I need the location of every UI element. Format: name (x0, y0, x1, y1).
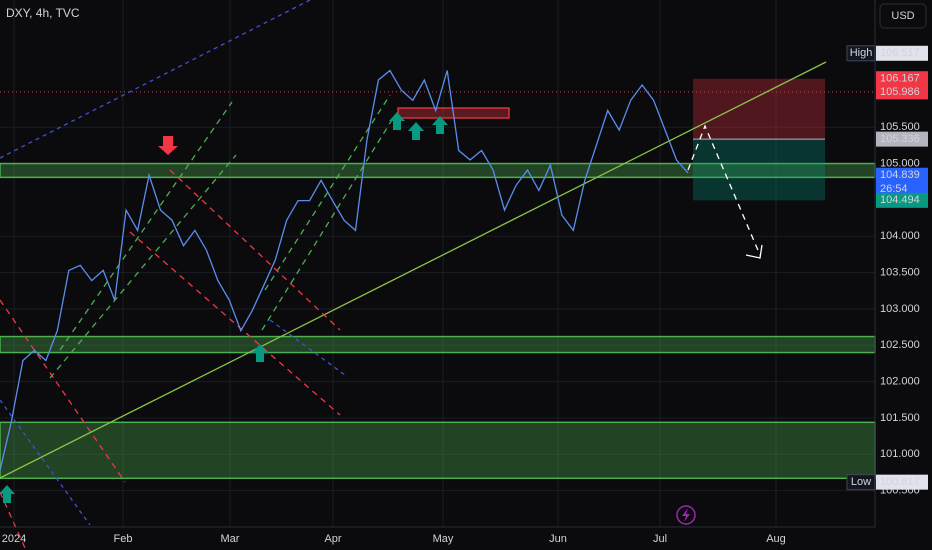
buy-arrow (408, 122, 424, 140)
position-box (0, 78, 875, 201)
y-tick-label: 105.000 (880, 157, 920, 169)
y-tick-label: 102.000 (880, 376, 920, 388)
event-icon[interactable] (676, 505, 696, 525)
buy-arrow (252, 344, 268, 362)
badge-name-box (846, 45, 876, 62)
x-tick-label: Mar (221, 533, 240, 545)
badge-countdown: 26:54 (880, 183, 908, 195)
chart-title: DXY, 4h, TVC (6, 6, 80, 20)
target-zone (693, 139, 825, 201)
badge-value: 106.517 (880, 47, 920, 59)
projection (687, 124, 761, 256)
badge-value: 104.494 (880, 194, 920, 206)
price-badge (876, 192, 928, 208)
y-tick-label: 103.000 (880, 303, 920, 315)
currency-button[interactable] (879, 3, 927, 29)
channel-line (49, 154, 237, 379)
badge-value: 105.986 (880, 86, 920, 98)
badge-value: 105.336 (880, 133, 920, 145)
support-zone (0, 335, 876, 354)
price-badge (876, 474, 928, 490)
price-badge (876, 167, 928, 198)
buy-arrow (432, 116, 448, 134)
buy-arrow (0, 485, 15, 503)
stop-zone (693, 78, 825, 140)
y-tick-label: 102.500 (880, 339, 920, 351)
support-zone (0, 421, 876, 480)
x-tick-label: Jun (549, 533, 567, 545)
y-tick-label: 104.000 (880, 230, 920, 242)
currency-label: USD (891, 10, 914, 22)
x-tick-label: May (433, 533, 454, 545)
channel-line (169, 169, 341, 331)
y-tick-label: 103.500 (880, 266, 920, 278)
trendline (0, 61, 827, 479)
badge-value: 106.167 (880, 73, 920, 85)
price-badge (876, 45, 928, 61)
price-badge (876, 84, 928, 100)
price-badge (876, 131, 928, 147)
badge-value: 100.617 (880, 476, 920, 488)
x-tick-label: Feb (114, 533, 133, 545)
y-tick-label: 101.500 (880, 412, 920, 424)
badge-name: Low (851, 476, 871, 488)
channel-line (0, 0, 311, 159)
x-tick-label: Apr (324, 533, 341, 545)
channel-line (0, 299, 126, 483)
x-tick-label: Jul (653, 533, 667, 545)
price (0, 69, 689, 471)
price-badge (876, 71, 928, 87)
channel-line (261, 114, 396, 331)
channel-line (0, 399, 91, 526)
sell-arrow (158, 136, 178, 155)
badge-name: High (850, 47, 873, 59)
x-tick-label: Aug (766, 533, 786, 545)
y-tick-label: 105.500 (880, 121, 920, 133)
badge-value: 104.839 (880, 169, 920, 181)
y-tick-label: 101.000 (880, 448, 920, 460)
channel-line (129, 231, 341, 416)
badge-name-box (846, 474, 876, 491)
x-tick-label: 2024 (2, 533, 26, 545)
event-icon-bolt (682, 508, 690, 522)
price-line (0, 69, 689, 471)
buy-arrow (389, 112, 405, 130)
signals (0, 112, 448, 503)
projection-arrowhead (745, 244, 763, 259)
